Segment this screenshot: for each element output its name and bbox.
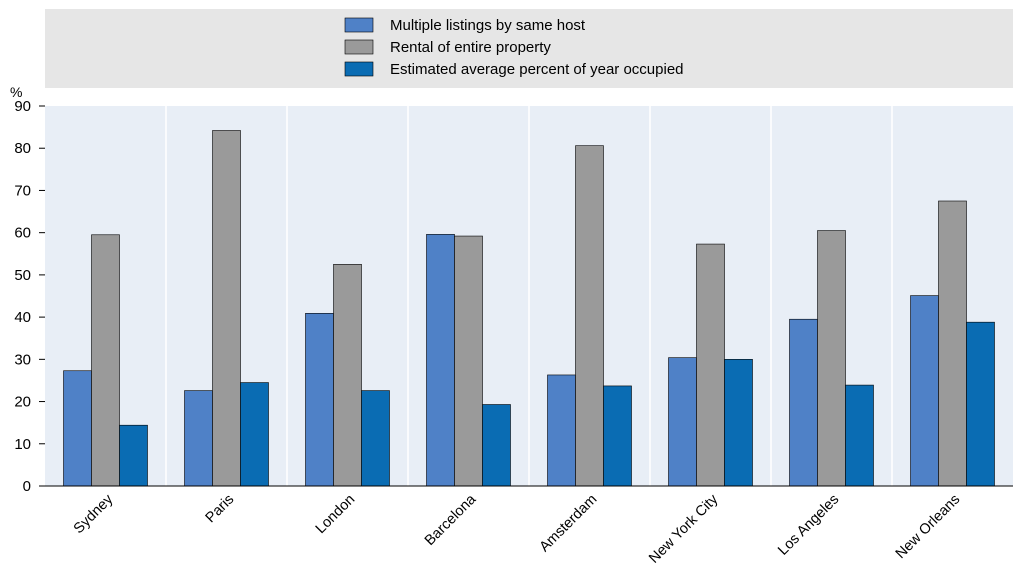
legend-swatch [344,61,374,77]
bar [845,384,874,487]
y-tick-label: 90 [14,98,31,115]
bars [63,130,995,487]
legend-swatch [344,39,374,55]
legend-swatch [344,17,374,33]
bar [63,370,92,487]
bar [426,234,455,487]
bar [938,200,967,487]
bar [240,382,269,487]
y-tick-label: 40 [14,309,31,326]
x-tick-label: Amsterdam [537,492,601,556]
bar [184,390,213,487]
bar [454,235,483,487]
bar [547,374,576,487]
x-tick-label: New Orleans [893,492,964,563]
bar [119,424,148,487]
bar [724,359,753,487]
y-tick-label: 80 [14,140,31,157]
y-tick-label: 10 [14,436,31,453]
bar [603,385,632,487]
x-tick-label: Paris [203,492,238,527]
legend-label: Estimated average percent of year occupi… [390,61,684,78]
y-tick-label: 50 [14,267,31,284]
y-tick-label: 0 [23,478,31,495]
x-tick-label: London [313,492,359,538]
category-separators [165,106,893,486]
x-tick-label: Los Angeles [775,492,842,559]
legend-label: Multiple listings by same host [390,17,586,34]
bar [817,230,846,487]
x-axis-labels: Sydney Paris London Barcelona Amsterdam New Y… [71,491,964,567]
bar [910,295,939,487]
x-tick-label: Barcelona [422,491,480,549]
bar [305,313,334,487]
bar [333,264,362,487]
bar [91,234,120,487]
y-tick-label: 30 [14,351,31,368]
bar [696,243,725,487]
bar [482,404,511,487]
x-tick-label: New York City [646,491,722,567]
legend-background [45,9,1013,88]
bar [212,130,241,487]
y-tick-label: 20 [14,394,31,411]
bar [361,390,390,487]
legend-label: Rental of entire property [390,39,551,56]
bar [966,321,995,487]
bar [575,145,604,487]
y-axis-unit-label: % [10,84,22,100]
bar [668,357,697,487]
legend: Multiple listings by same host Rental of … [344,17,684,78]
y-axis-ticks: 0 10 20 30 40 50 60 70 80 90 [14,98,45,495]
y-tick-label: 70 [14,182,31,199]
y-tick-label: 60 [14,225,31,242]
x-tick-label: Sydney [71,491,117,537]
bar [789,318,818,487]
